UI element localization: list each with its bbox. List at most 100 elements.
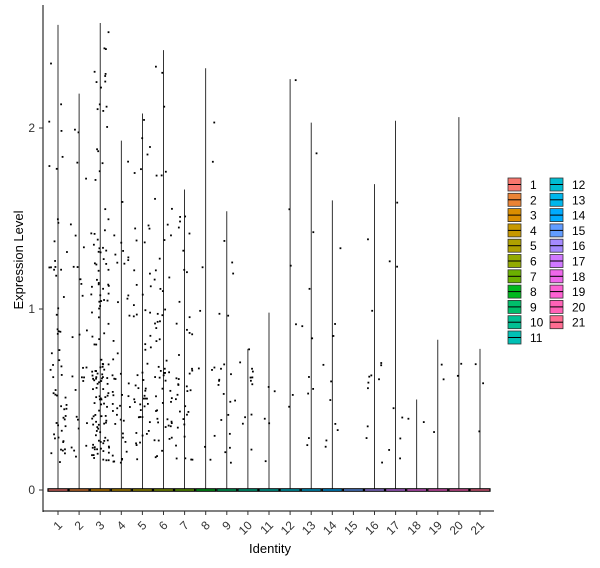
data-point xyxy=(388,449,391,451)
x-tick-label: 1 xyxy=(50,518,65,533)
violin-base-11 xyxy=(258,488,280,492)
violin-3 xyxy=(89,23,111,492)
data-point xyxy=(54,260,56,262)
data-point xyxy=(168,438,171,440)
x-tick-label: 11 xyxy=(257,518,276,537)
data-point xyxy=(107,459,110,462)
data-point xyxy=(103,440,106,442)
data-point xyxy=(91,374,94,377)
data-point xyxy=(119,461,122,464)
data-point xyxy=(98,338,101,341)
data-point xyxy=(133,269,136,272)
x-tick-label: 12 xyxy=(278,518,298,538)
data-point xyxy=(170,397,173,400)
data-point xyxy=(155,327,158,329)
data-point xyxy=(128,314,131,317)
data-point xyxy=(153,439,156,442)
data-point xyxy=(55,422,58,424)
data-point xyxy=(332,335,335,337)
data-point xyxy=(367,238,369,241)
data-point xyxy=(100,398,103,401)
data-point xyxy=(170,420,173,423)
data-point xyxy=(149,311,152,314)
data-point xyxy=(211,160,214,163)
data-point xyxy=(96,238,99,241)
data-point xyxy=(188,232,191,235)
data-point xyxy=(141,293,144,296)
violin-15 xyxy=(342,488,364,492)
violin-base-13 xyxy=(300,488,322,492)
data-point xyxy=(157,439,160,442)
data-point xyxy=(308,287,311,290)
data-point xyxy=(229,461,232,464)
data-point xyxy=(149,146,151,148)
data-point xyxy=(143,394,146,397)
legend-label: 14 xyxy=(572,209,586,223)
data-point xyxy=(169,389,172,392)
data-point xyxy=(171,207,173,210)
legend-item-5: 5 xyxy=(507,238,537,253)
data-point xyxy=(56,394,58,397)
data-point xyxy=(55,313,58,316)
data-point xyxy=(106,299,109,302)
data-point xyxy=(177,226,180,229)
x-tick-label: 5 xyxy=(135,518,150,533)
data-point xyxy=(164,379,167,382)
legend-item-12: 12 xyxy=(549,177,586,192)
data-point xyxy=(100,415,103,418)
data-point xyxy=(52,364,54,366)
data-point xyxy=(396,201,399,204)
legend-label: 10 xyxy=(530,316,544,330)
data-point xyxy=(56,328,59,331)
data-point xyxy=(249,379,252,382)
legend-label: 3 xyxy=(530,209,537,223)
violin-base-14 xyxy=(321,488,343,492)
data-point xyxy=(96,148,98,151)
data-point xyxy=(155,395,157,398)
x-tick-label: 7 xyxy=(177,518,192,533)
data-point xyxy=(149,272,151,275)
data-point xyxy=(107,322,110,325)
data-point xyxy=(97,423,100,426)
data-point xyxy=(399,437,402,440)
data-point xyxy=(229,400,232,403)
legend-item-11: 11 xyxy=(507,330,543,345)
data-point xyxy=(201,266,204,269)
data-point xyxy=(79,278,82,281)
data-point xyxy=(97,269,100,272)
data-point xyxy=(155,174,158,177)
data-point xyxy=(52,392,55,395)
data-point xyxy=(63,408,66,411)
data-point xyxy=(98,381,100,384)
data-point xyxy=(188,372,191,375)
violin-base-2 xyxy=(68,488,90,492)
data-point xyxy=(144,387,147,390)
data-point xyxy=(101,363,104,365)
data-point xyxy=(98,307,101,310)
data-point xyxy=(268,422,271,425)
data-point xyxy=(146,362,149,365)
data-point xyxy=(116,413,118,416)
data-point xyxy=(231,261,234,264)
data-point xyxy=(170,436,173,439)
data-point xyxy=(220,419,223,421)
legend-label: 20 xyxy=(572,300,586,314)
data-point xyxy=(104,229,106,232)
data-point xyxy=(96,448,98,451)
y-axis-title: Expression Level xyxy=(11,210,26,309)
data-point xyxy=(156,417,159,420)
data-point xyxy=(217,384,220,386)
data-point xyxy=(133,401,136,404)
data-point xyxy=(60,130,63,132)
data-point xyxy=(95,396,98,399)
data-point xyxy=(119,418,122,421)
data-point xyxy=(218,379,220,382)
data-point xyxy=(144,397,147,400)
data-point xyxy=(160,174,163,177)
data-point xyxy=(95,81,98,83)
data-point xyxy=(146,397,148,400)
data-point xyxy=(311,337,314,340)
data-point xyxy=(93,446,96,449)
data-point xyxy=(139,403,142,406)
data-point xyxy=(101,377,103,380)
